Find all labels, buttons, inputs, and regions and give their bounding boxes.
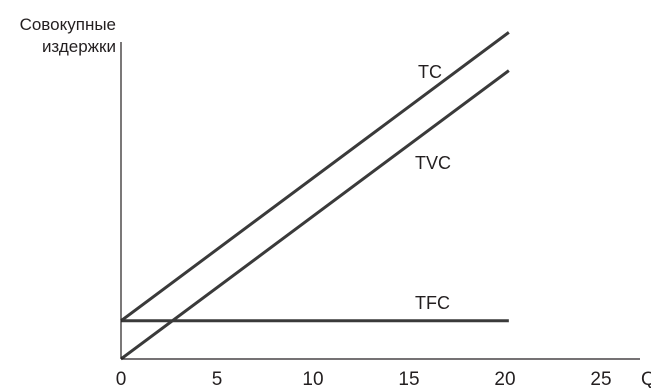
x-tick-label-0: 0 — [116, 369, 127, 388]
y-axis-label-line-1: Совокупные — [19, 15, 116, 34]
series-label-tvc: TVC — [415, 153, 451, 173]
x-tick-label-20: 20 — [494, 369, 515, 388]
x-tick-label-5: 5 — [212, 369, 223, 388]
series-line-tc — [120, 31, 510, 323]
series-label-tc: TC — [418, 62, 442, 82]
y-axis-label: Совокупные издержки — [6, 14, 116, 58]
series-line-tvc — [120, 69, 510, 361]
x-axis-label: Q — [641, 369, 651, 388]
y-axis-label-line-2: издержки — [41, 37, 116, 56]
x-tick-label-15: 15 — [398, 369, 419, 388]
curves — [120, 31, 510, 361]
x-tick-labels: 0 5 10 15 20 25 — [116, 369, 612, 388]
x-tick-label-10: 10 — [302, 369, 323, 388]
x-tick-label-25: 25 — [590, 369, 611, 388]
series-labels: TC TVC TFC — [415, 62, 451, 313]
series-label-tfc: TFC — [415, 293, 450, 313]
